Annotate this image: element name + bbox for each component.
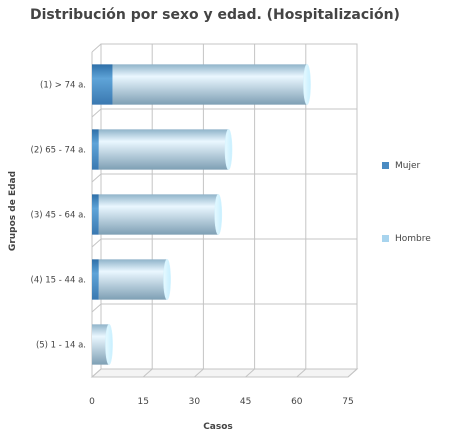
y-tick-label: (4) 15 - 44 a. [31,276,86,286]
x-tick-label: 0 [89,397,95,407]
plot-floor [90,368,359,378]
x-axis-label: Casos [203,422,233,432]
bar-segment-mujer [92,64,113,105]
y-gridline [91,303,102,313]
plot-corner-edge [91,43,102,53]
x-tick-label: 75 [342,397,353,407]
y-tick-label: (1) > 74 a. [40,81,86,91]
y-gridline [91,238,102,248]
x-gridline-floor [91,368,102,378]
x-tick-label: 60 [291,397,303,407]
legend-label-mujer: Mujer [395,161,421,171]
bar-end-cap [214,194,223,235]
bar-segment-hombre [92,324,110,365]
bar-segment-hombre [98,129,229,170]
bar-end-cap [224,129,233,170]
bars [92,64,311,365]
bar-end-cap [163,259,171,300]
bar-segment-mujer [92,259,99,300]
chart-title: Distribución por sexo y edad. (Hospitali… [30,7,400,23]
x-gridline-floor [296,368,307,378]
y-tick-label: (2) 65 - 74 a. [31,146,86,156]
y-tick-label: (3) 45 - 64 a. [31,211,86,221]
y-gridline [91,173,102,183]
bar-end-cap [303,64,311,105]
bar-segment-hombre [98,194,219,235]
bar-segment-mujer [92,194,99,235]
y-gridline [91,108,102,118]
x-tick-labels: 0 15 30 45 60 75 [89,397,354,407]
bar-end-cap [105,324,113,365]
legend-swatch-mujer [382,162,389,169]
legend: Mujer Hombre [382,161,431,244]
x-gridline-floor [142,368,153,378]
x-gridline-floor [347,368,358,378]
x-tick-label: 30 [189,397,201,407]
x-gridline-floor [245,368,255,378]
x-gridline-floor [194,368,204,378]
y-axis-label: Grupos de Edad [8,171,18,251]
legend-label-hombre: Hombre [395,234,431,244]
x-tick-label: 45 [240,397,251,407]
y-tick-label: (5) 1 - 14 a. [36,341,86,351]
bar-segment-hombre [112,64,308,105]
legend-swatch-hombre [382,235,389,242]
y-tick-labels: (1) > 74 a. (2) 65 - 74 a. (3) 45 - 64 a. (… [31,81,86,351]
x-tick-label: 15 [137,397,148,407]
bar-segment-mujer [92,129,99,170]
bar-segment-hombre [98,259,168,300]
